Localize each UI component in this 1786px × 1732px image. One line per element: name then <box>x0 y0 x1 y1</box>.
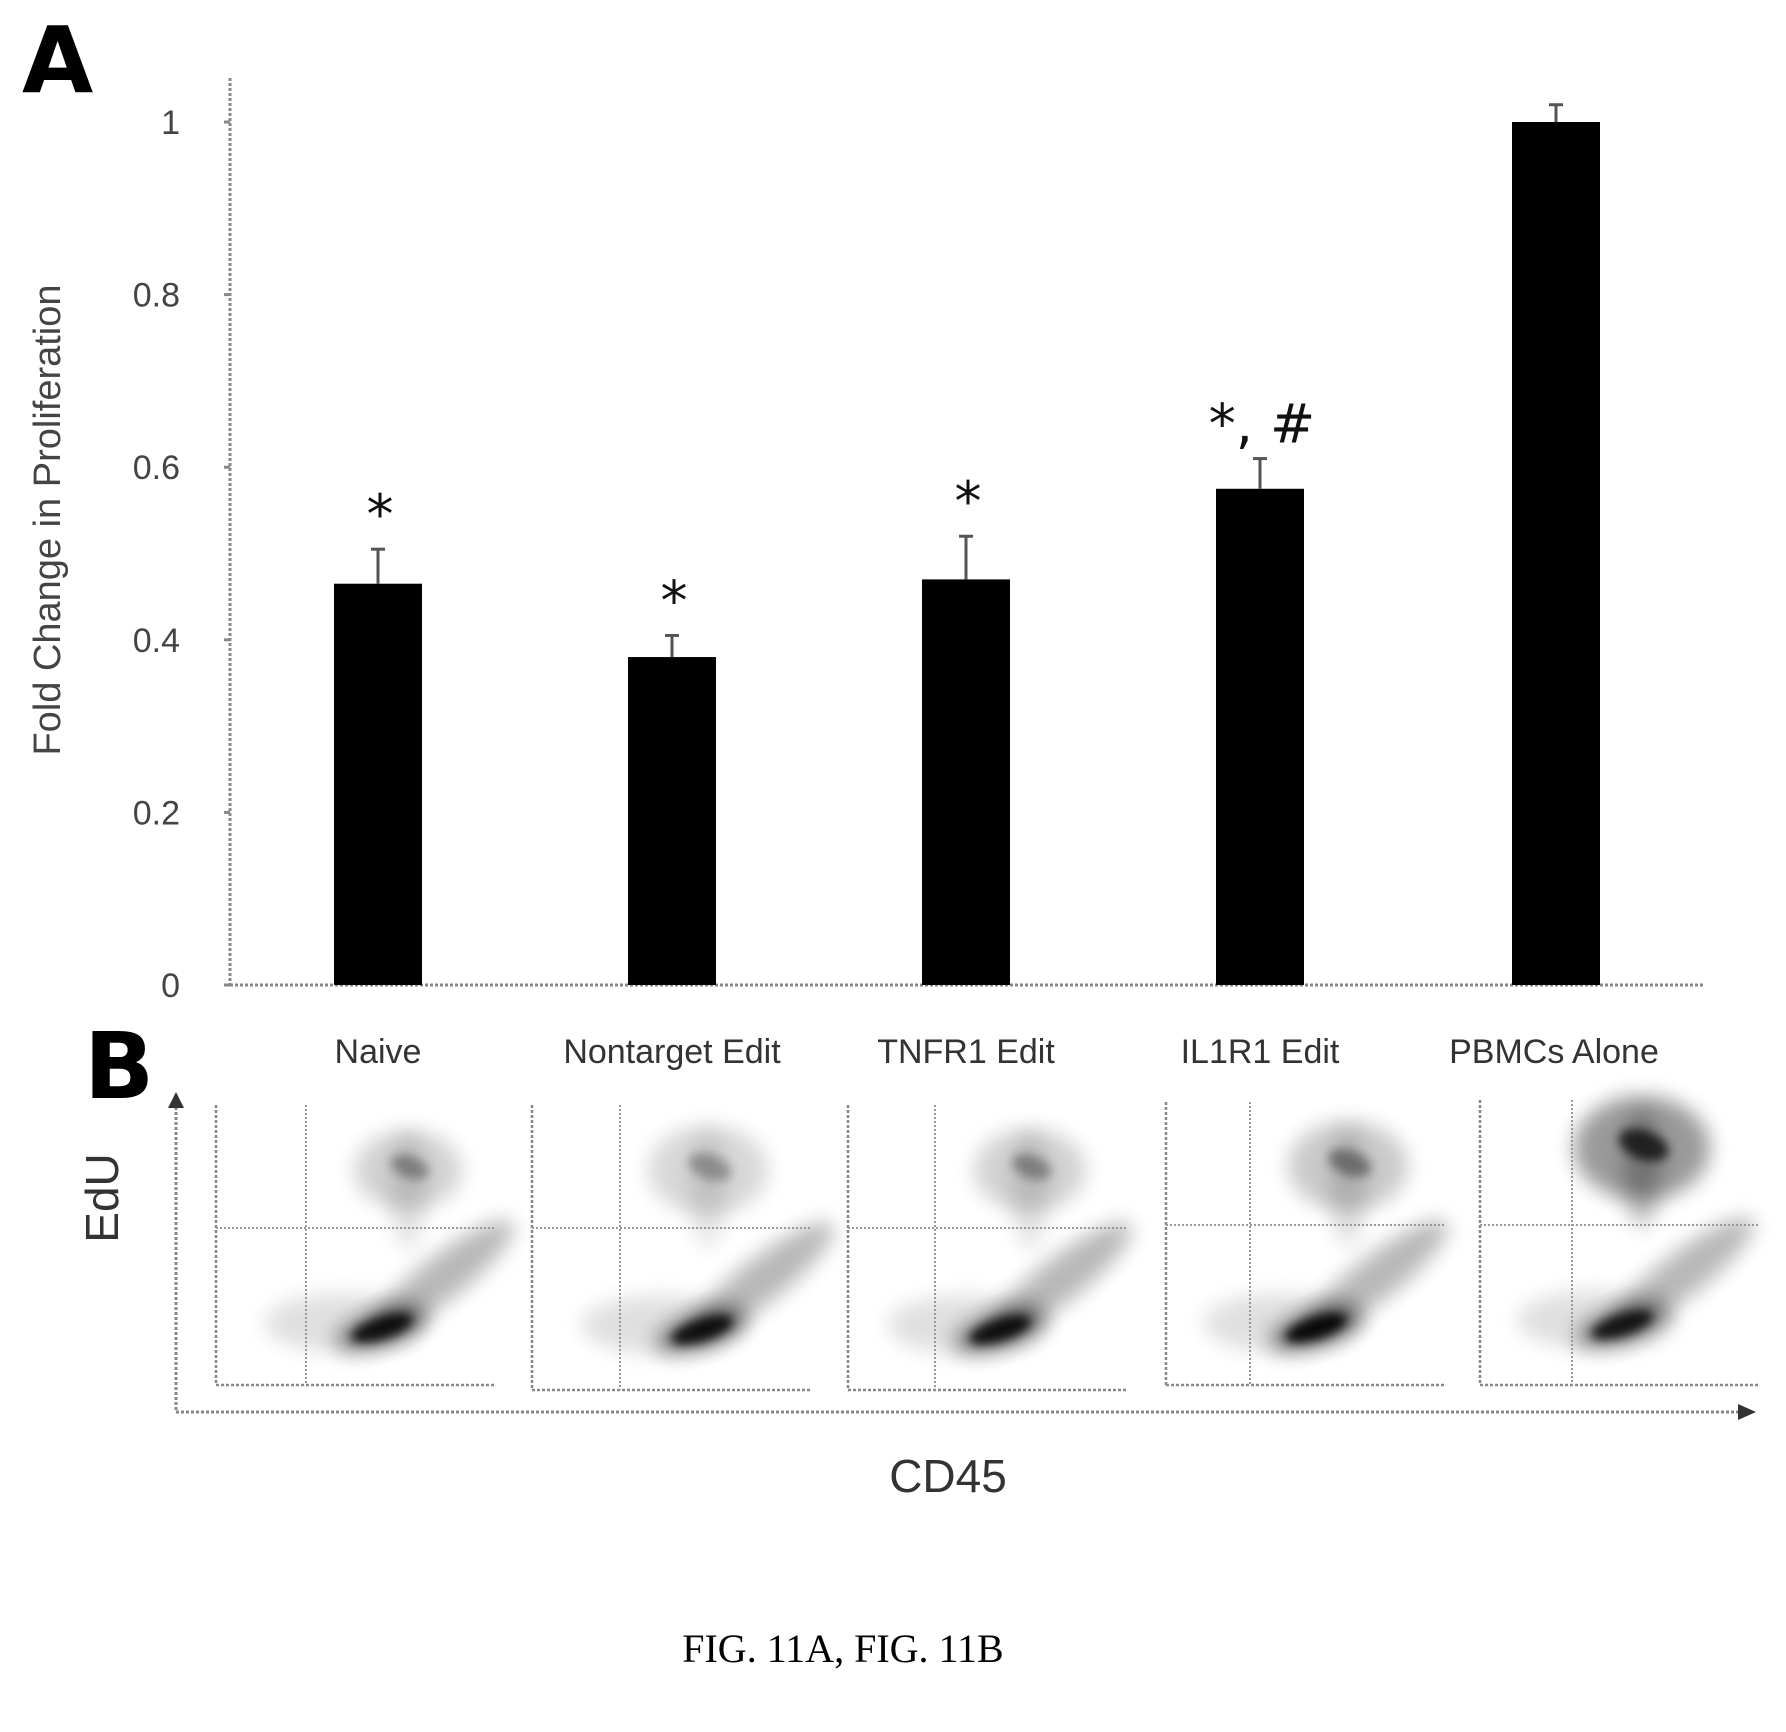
category-label: PBMCs Alone <box>1449 1033 1659 1071</box>
significance-marker: *, # <box>1209 393 1316 456</box>
population-stream <box>690 1130 726 1250</box>
edu-negative-core <box>1285 1313 1347 1343</box>
bar <box>1216 488 1304 985</box>
population-stream <box>1012 1130 1048 1250</box>
category-label: IL1R1 Edit <box>1181 1033 1340 1071</box>
bar <box>1512 122 1600 985</box>
significance-marker: * <box>955 470 982 533</box>
population-stream <box>1330 1126 1366 1246</box>
cd45-axis-label: CD45 <box>889 1450 1007 1502</box>
y-tick-label: 1 <box>161 104 180 142</box>
edu-positive-core <box>390 1154 429 1180</box>
significance-marker: * <box>661 569 688 632</box>
population-stream <box>1624 1108 1660 1228</box>
y-tick-label: 0.8 <box>133 277 180 315</box>
flow-plot <box>1164 1102 1449 1387</box>
y-tick-label: 0.6 <box>133 449 180 487</box>
edu-positive-core <box>688 1152 732 1182</box>
edu-negative-core <box>969 1315 1031 1345</box>
flow-plot <box>530 1105 835 1392</box>
edu-positive-core <box>1011 1154 1052 1180</box>
figure-caption: FIG. 11A, FIG. 11B <box>682 1626 1004 1671</box>
category-label: Naive <box>335 1033 422 1071</box>
y-tick-label: 0.2 <box>133 794 180 832</box>
edu-negative-core <box>351 1313 413 1343</box>
bar <box>922 579 1010 985</box>
edu-negative-core <box>671 1315 733 1345</box>
edu-axis-arrowhead <box>168 1092 184 1108</box>
panel-a-letter: A <box>22 7 93 114</box>
significance-marker: * <box>367 483 394 546</box>
edu-axis-label: EdU <box>76 1153 128 1242</box>
flow-plot <box>214 1105 515 1387</box>
flow-plot <box>1478 1095 1760 1387</box>
panel-b-letter: B <box>84 1013 154 1120</box>
y-tick-label: 0.4 <box>133 622 180 660</box>
edu-negative-core <box>1591 1310 1653 1340</box>
population-stream <box>390 1130 426 1250</box>
flow-plot <box>846 1105 1133 1392</box>
y-axis-title: Fold Change in Proliferation <box>27 284 69 755</box>
flow-cytometry-panels <box>214 1095 1760 1392</box>
edu-positive-core <box>1328 1148 1372 1178</box>
cd45-axis-arrowhead <box>1738 1404 1756 1420</box>
bar-chart: Fold Change in Proliferation 0 0.2 0.4 0.6 0… <box>27 78 1705 1071</box>
edu-positive-core <box>1618 1128 1669 1162</box>
bar <box>628 657 716 985</box>
bar <box>334 583 422 985</box>
category-label: Nontarget Edit <box>563 1033 781 1071</box>
y-tick-label: 0 <box>161 967 180 1005</box>
category-label: TNFR1 Edit <box>877 1033 1055 1071</box>
